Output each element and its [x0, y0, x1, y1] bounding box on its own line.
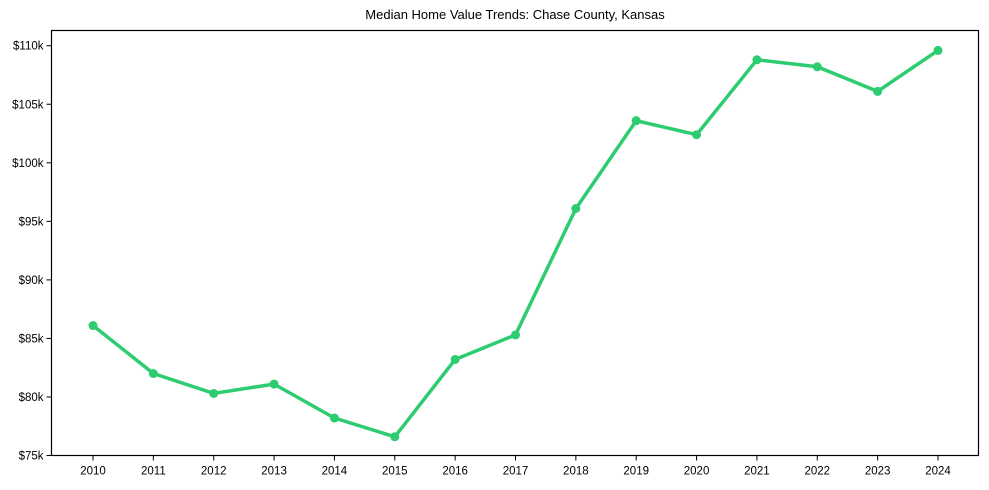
x-tick-label: 2019	[623, 466, 649, 478]
x-tick-label: 2018	[563, 466, 589, 478]
data-point-marker	[933, 45, 943, 55]
x-tick-label: 2021	[744, 466, 770, 478]
data-point-marker	[692, 130, 702, 140]
data-point-marker	[752, 55, 762, 65]
data-point-marker	[329, 413, 339, 423]
x-tick-label: 2015	[382, 466, 408, 478]
x-tick-label: 2017	[503, 466, 529, 478]
data-point-marker	[390, 432, 400, 442]
data-point-marker	[450, 354, 460, 364]
x-tick-label: 2011	[141, 466, 166, 478]
x-tick-label: 2014	[322, 466, 348, 478]
series-line	[91, 48, 940, 439]
data-point-marker	[209, 388, 219, 398]
x-tick-label: 2016	[442, 466, 468, 478]
y-axis: $75k $80k $85k $90k $95k $100k $105k $110k	[12, 41, 52, 463]
x-tick-label: 2023	[865, 466, 891, 478]
y-tick-label: $85k	[19, 333, 44, 345]
x-tick-label: 2013	[261, 466, 287, 478]
data-point-marker	[571, 203, 581, 213]
y-tick-label: $75k	[19, 451, 44, 463]
data-point-marker	[148, 369, 158, 379]
chart-title: Median Home Value Trends: Chase County, …	[365, 7, 665, 22]
plot-area-frame	[50, 29, 980, 457]
x-tick-label: 2020	[684, 466, 710, 478]
x-tick-label: 2010	[80, 466, 106, 478]
y-tick-label: $90k	[19, 275, 44, 287]
y-tick-label: $80k	[19, 392, 44, 404]
data-point-marker	[873, 86, 883, 96]
data-point-marker	[812, 62, 822, 72]
x-axis: 2010 2011 2012 2013 2014 2015 2016 2017 2018 2019…	[80, 455, 951, 478]
data-point-marker	[269, 379, 279, 389]
data-point-marker	[511, 330, 520, 340]
data-point-marker	[88, 321, 98, 331]
y-tick-label: $95k	[19, 216, 44, 228]
y-tick-label: $105k	[12, 99, 44, 111]
x-tick-label: 2012	[201, 466, 227, 478]
y-tick-label: $110k	[13, 41, 44, 53]
x-tick-label: 2024	[925, 466, 951, 478]
data-series	[88, 45, 943, 442]
x-tick-label: 2022	[804, 466, 830, 478]
data-point-marker	[631, 116, 641, 126]
y-tick-label: $100k	[12, 158, 44, 170]
